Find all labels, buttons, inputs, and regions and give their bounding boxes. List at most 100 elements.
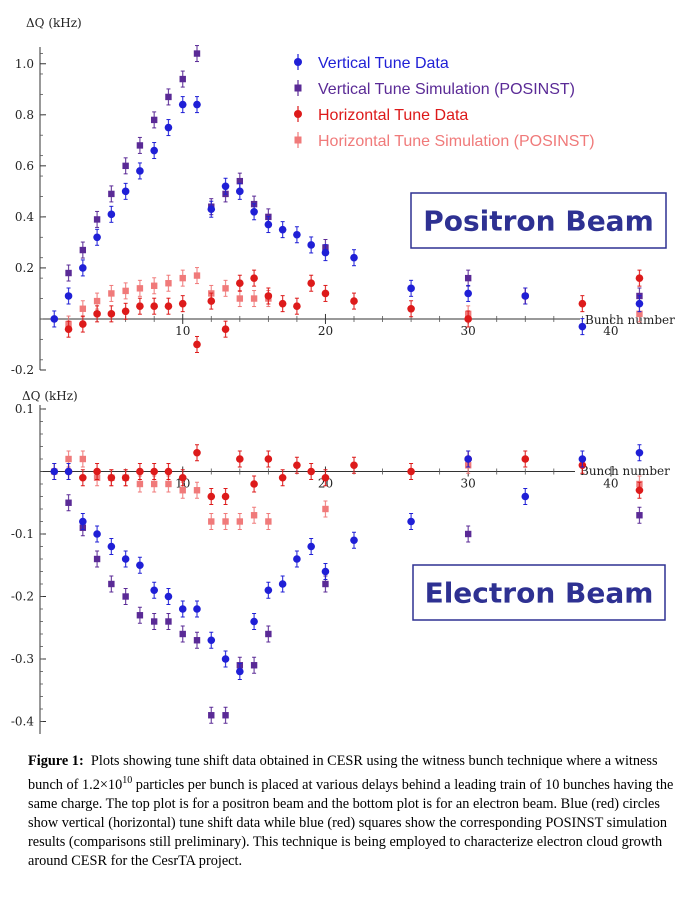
y-tick-label: 0.6: [15, 159, 34, 173]
x-tick-label: 20: [318, 324, 333, 338]
marker-circle: [578, 455, 587, 463]
legend-entry: Horizontal Tune Simulation (POSINST): [294, 132, 595, 150]
vert_sim-point: [122, 588, 129, 605]
vert_data-point: [250, 613, 258, 630]
marker-square: [79, 305, 87, 312]
marker-circle: [307, 467, 315, 476]
vert_sim-point: [93, 550, 101, 568]
marker-circle: [635, 299, 644, 308]
vert_data-point: [464, 284, 472, 302]
vert_data-point: [178, 96, 187, 114]
vert_data-point: [50, 310, 59, 328]
marker-circle: [164, 467, 173, 476]
marker-circle: [121, 307, 130, 316]
beam-label-box: [412, 564, 666, 621]
marker-circle: [264, 292, 273, 300]
horiz_data-point: [107, 305, 116, 323]
marker-circle: [121, 473, 130, 482]
vert_data-point: [278, 221, 287, 239]
horiz_data-point: [307, 463, 315, 480]
x-tick-label: 30: [461, 477, 476, 491]
horiz_data-point: [293, 297, 301, 315]
marker-circle: [350, 536, 358, 545]
vert_data-point: [221, 177, 230, 195]
horiz_data-point: [136, 297, 144, 315]
marker-circle: [293, 555, 301, 563]
marker-circle: [464, 315, 472, 323]
horiz_data-point: [250, 475, 258, 493]
marker-circle: [521, 292, 530, 300]
horiz_data-point: [321, 284, 330, 302]
y-axis-title: ΔQ (kHz): [22, 389, 78, 403]
horiz_sim-point: [79, 300, 87, 318]
x-tick-label: 30: [461, 324, 476, 338]
marker-circle: [64, 292, 73, 300]
horiz_sim-point: [222, 279, 229, 297]
marker-square: [179, 274, 186, 282]
vert_sim-point: [65, 264, 72, 282]
marker-circle: [150, 467, 158, 476]
marker-square: [636, 310, 643, 318]
marker-circle: [207, 636, 216, 645]
vert_sim-point: [108, 185, 115, 203]
legend-entry: Vertical Tune Data: [294, 54, 449, 72]
marker-circle: [278, 580, 287, 588]
horiz_sim-point: [165, 274, 172, 292]
vert_data-point: [521, 287, 530, 305]
marker-circle: [107, 210, 116, 219]
marker-circle: [521, 455, 530, 463]
marker-square: [165, 480, 172, 488]
marker-circle: [93, 310, 101, 318]
y-tick-label: -0.3: [11, 652, 34, 666]
marker-circle: [464, 289, 472, 298]
marker-circle: [250, 207, 258, 216]
marker-circle: [221, 325, 230, 333]
x-axis-title: Bunch number: [585, 313, 675, 327]
horiz_sim-point: [122, 282, 129, 300]
x-tick-label: 10: [175, 324, 190, 338]
horiz_sim-point: [236, 290, 244, 308]
horiz_sim-point: [193, 481, 201, 499]
marker-circle: [307, 279, 315, 288]
marker-circle: [321, 289, 330, 298]
vert_data-point: [207, 631, 216, 649]
marker-square: [136, 285, 144, 292]
marker-circle: [207, 297, 216, 305]
horiz_data-point: [107, 469, 116, 487]
vert_data-point: [635, 295, 644, 313]
horiz_data-point: [464, 310, 472, 328]
vert_data-point: [307, 538, 315, 555]
marker-circle: [278, 225, 287, 234]
vert_data-point: [64, 463, 73, 480]
horiz_data-point: [278, 469, 287, 487]
vert_sim-point: [636, 506, 643, 524]
legend-entry: Horizontal Tune Data: [294, 106, 468, 124]
marker-square: [464, 530, 472, 538]
x-axis-title: Bunch number: [580, 464, 670, 478]
marker-square: [464, 274, 472, 282]
vert_data-point: [150, 142, 158, 160]
vert_sim-point: [193, 45, 201, 63]
vert_sim-point: [150, 111, 158, 129]
vert_data-point: [350, 249, 358, 267]
marker-circle: [578, 322, 587, 331]
marker-circle: [321, 248, 330, 257]
marker-square: [165, 618, 172, 625]
marker-circle: [79, 320, 87, 328]
y-tick-label: 0.1: [15, 402, 34, 416]
horiz_sim-point: [208, 513, 215, 530]
horiz_data-point: [350, 292, 358, 310]
y-axis-title: ΔQ (kHz): [26, 16, 82, 30]
marker-circle: [264, 455, 273, 463]
marker-circle: [278, 299, 287, 308]
marker-circle: [407, 284, 415, 293]
figure-caption: Figure 1: Plots showing tune shift data …: [28, 752, 678, 871]
vert_data-point: [293, 226, 301, 244]
marker-square: [222, 518, 229, 525]
marker-square: [222, 285, 229, 292]
marker-circle: [278, 473, 287, 482]
marker-circle: [236, 187, 244, 196]
y-tick-label: -0.1: [11, 527, 34, 541]
marker-circle: [178, 473, 187, 482]
vert_sim-point: [250, 656, 258, 674]
